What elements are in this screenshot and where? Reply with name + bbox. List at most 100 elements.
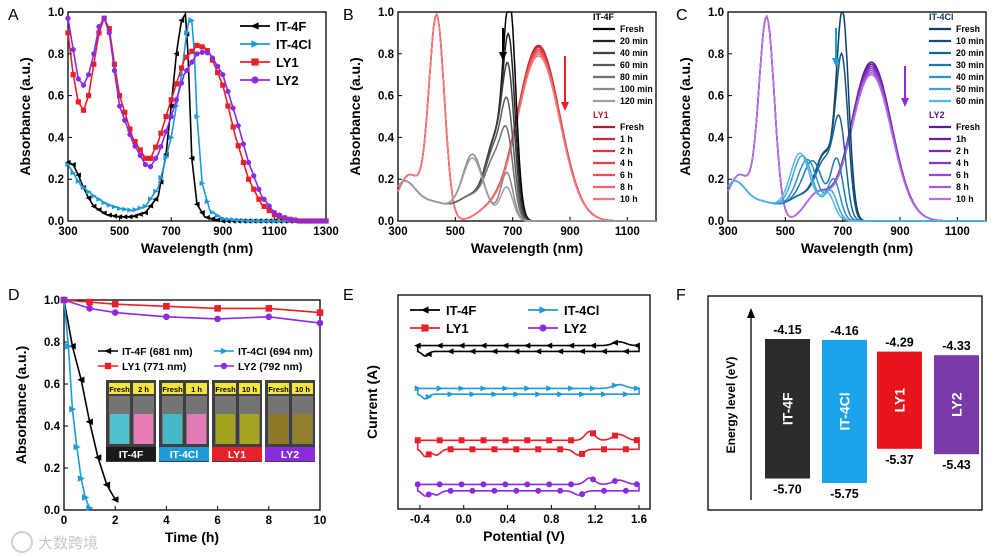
data-point [194,51,200,57]
data-point [523,342,531,349]
data-point [168,113,174,120]
x-tick-label: 700 [833,226,852,238]
data-point [556,348,564,355]
legend-entry: 6 h [620,170,633,180]
data-point [214,217,221,223]
legend-entry: IT-4Cl (694 nm) [238,346,313,358]
legend-entry: Fresh [956,122,980,132]
data-point [127,126,133,132]
series-line-Fresh [727,14,986,222]
legend-marker [420,306,429,314]
data-point [147,164,154,170]
data-point [436,481,443,488]
data-point [80,107,87,113]
data-point [215,63,221,69]
data-point [256,186,262,192]
lumo-value: -4.16 [830,324,859,338]
legend-marker [220,362,228,370]
data-point [513,487,520,494]
data-point [65,30,71,36]
vial-solution [216,414,235,444]
data-point [127,207,134,213]
x-tick-label: 1100 [262,226,287,238]
data-point [106,26,112,32]
x-tick-label: 0.0 [456,514,472,526]
legend-group-title: IT-4Cl [929,12,954,22]
x-axis-label: Wavelength (nm) [471,240,583,256]
legend-marker [104,362,112,370]
y-tick-label: 0.8 [378,49,395,61]
legend-entry: Fresh [620,122,644,132]
data-point [271,218,278,224]
data-point [116,214,123,220]
x-tick-label: 10 [314,515,327,527]
data-point [90,203,97,209]
legend-entry: IT-4F (681 nm) [122,346,193,358]
legend-entry: 120 min [620,96,653,106]
legend-marker [250,22,259,30]
data-point [425,393,433,400]
energy-bar-LY2 [934,355,979,455]
legend-entry: LY1 (771 nm) [122,361,186,373]
data-point [117,103,123,109]
y-tick-label: 0.2 [378,174,394,186]
legend-group-title: IT-4F [593,12,615,22]
data-point [70,170,77,176]
data-point [168,134,175,140]
x-tick-label: 0.8 [543,514,560,526]
x-tick-label: 700 [162,226,181,238]
data-point [127,131,133,138]
cv-loop-IT-4Cl [416,383,640,400]
data-point [513,391,520,398]
data-point [80,184,87,191]
vial-solution [110,414,129,444]
data-point [137,152,143,158]
data-point [184,54,190,60]
data-point [194,42,200,49]
legend-entry: 10 h [956,194,974,204]
legend-marker [251,40,260,48]
legend-entry: 100 min [620,84,653,94]
y-axis-label: Energy level (eV) [724,357,738,454]
data-point [458,437,465,444]
data-point [163,303,170,310]
data-point [199,180,206,186]
data-point [622,446,629,453]
data-point [178,65,185,71]
panel-letter-D: D [8,287,20,304]
legend-entry: 2 h [956,146,969,156]
y-tick-label: 0.4 [48,132,65,144]
data-point [86,93,92,99]
data-point [137,205,144,211]
data-point [251,186,257,192]
data-point [535,487,542,494]
plot-frame-A [67,11,327,222]
data-point [501,342,509,349]
data-point [199,44,205,50]
watermark: 大数跨境 [38,534,98,552]
data-point [230,105,236,111]
data-point [600,487,607,494]
legend-entry: 4 h [620,158,633,168]
data-point [557,391,564,398]
data-point [163,313,170,321]
y-tick-label: 0.4 [44,421,61,433]
series-line-1h [727,14,986,222]
data-point [75,76,81,82]
data-point [266,207,272,214]
series-line-Fresh [727,11,986,222]
vial-label: Fresh [109,385,130,394]
data-point [414,342,421,349]
data-point [600,348,607,355]
data-point [265,305,273,312]
legend-entry: LY2 [564,321,587,336]
y-tick-label: 0.6 [48,91,64,103]
data-point [276,212,283,218]
data-point [414,437,421,444]
y-tick-label: 0.6 [44,379,60,391]
data-point [578,348,586,355]
data-point [86,72,92,78]
data-point [65,161,72,168]
y-tick-label: 1.0 [708,7,724,19]
